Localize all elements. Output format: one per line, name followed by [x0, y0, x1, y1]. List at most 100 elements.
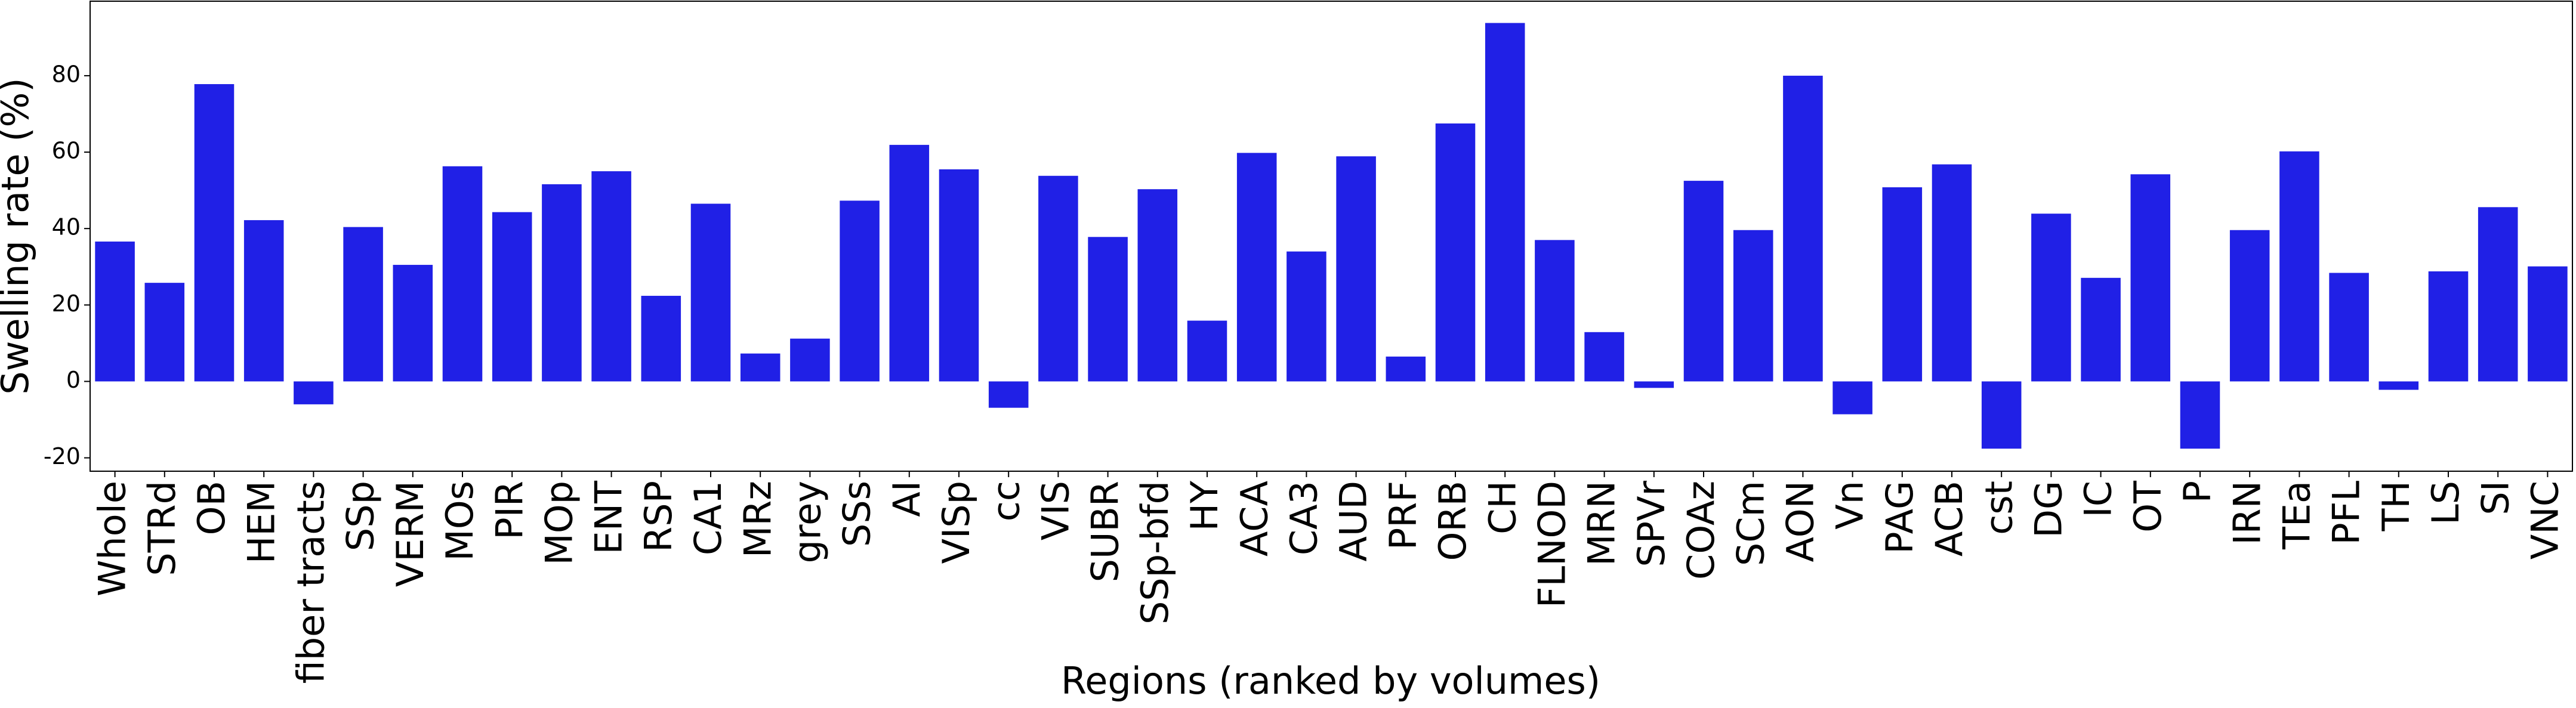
x-tick-label: CA3 [1282, 481, 1325, 555]
bar [1584, 332, 1624, 382]
bar [2279, 151, 2319, 382]
bar [939, 169, 979, 382]
x-tick-label: VNC [2523, 481, 2566, 559]
bar [2081, 277, 2121, 382]
bar [1783, 75, 1823, 382]
x-tick-label: IRN [2225, 481, 2269, 545]
x-tick-label: OT [2126, 480, 2170, 533]
bar [1137, 189, 1178, 382]
bar [2528, 266, 2568, 382]
x-tick-label: PRF [1381, 481, 1425, 550]
x-tick-label: CH [1480, 481, 1524, 534]
bar [2329, 273, 2369, 382]
y-axis-title: Swelling rate (%) [0, 78, 37, 394]
bar [2229, 230, 2270, 382]
bar [2031, 214, 2071, 382]
x-tick-label: STRd [140, 481, 184, 576]
bar [2180, 381, 2220, 449]
x-tick-label: P [2176, 481, 2219, 503]
bar [1683, 181, 1724, 382]
x-tick-label: COAz [1679, 481, 1723, 580]
bar [1336, 156, 1376, 382]
x-tick-label: AI [885, 481, 928, 517]
x-tick-label: SCm [1729, 481, 1772, 566]
x-tick-label: ACB [1927, 481, 1971, 556]
bar [1733, 230, 1773, 382]
x-tick-label: Vn [1828, 481, 1872, 530]
x-tick-label: PFL [2325, 481, 2368, 545]
bar [294, 381, 334, 404]
bar [1435, 123, 1476, 382]
x-tick-label: SPVr [1630, 481, 1673, 567]
bar [1981, 381, 2022, 449]
x-tick-label: grey [785, 481, 829, 563]
bar [690, 203, 731, 382]
bar [343, 227, 383, 382]
x-tick-label: Whole [91, 481, 134, 596]
bar [1832, 381, 1872, 415]
bar [1236, 153, 1277, 382]
bar [641, 295, 681, 382]
x-tick-label: SI [2473, 481, 2517, 515]
bar [1038, 175, 1078, 382]
plot-frame [90, 1, 2573, 472]
bar [740, 353, 780, 382]
y-tick-label: 40 [52, 214, 81, 240]
x-tick-label: MOs [438, 481, 482, 561]
x-tick-label: PIR [488, 481, 531, 540]
x-tick-label: VERM [388, 481, 432, 587]
y-tick-label: 80 [52, 61, 81, 87]
bar [542, 184, 582, 382]
x-tick-label: IC [2077, 481, 2120, 518]
bar [442, 166, 483, 382]
x-tick-label: OB [190, 481, 233, 535]
bar [1634, 381, 1674, 388]
bar [1088, 237, 1128, 382]
x-tick-label: MRN [1580, 481, 1624, 566]
x-tick-label: AON [1778, 481, 1822, 562]
bar [840, 200, 880, 382]
y-tick-label: 20 [52, 290, 81, 317]
x-tick-label: AUD [1332, 481, 1375, 562]
x-tick-label: fiber tracts [289, 481, 332, 684]
x-tick-label: ACA [1232, 481, 1276, 556]
x-tick-label: CA1 [686, 481, 730, 555]
x-tick-label: ENT [587, 480, 631, 555]
y-tick-label: -20 [44, 443, 81, 469]
x-tick-label: SSs [835, 481, 879, 547]
bar [1882, 187, 1923, 382]
bar [1932, 164, 1972, 382]
x-tick-label: TH [2374, 481, 2418, 532]
bar [591, 171, 631, 382]
bar [988, 381, 1029, 408]
y-tick-label: 0 [66, 367, 81, 393]
x-tick-label: SUBR [1084, 481, 1127, 582]
x-tick-label: HY [1183, 481, 1226, 531]
x-tick-label: VISp [934, 481, 978, 564]
bar [2130, 174, 2171, 382]
bar [2478, 207, 2518, 382]
bar [2428, 271, 2469, 382]
x-tick-label: cst [1977, 481, 2020, 535]
bar [1485, 23, 1525, 382]
x-tick-label: FLNOD [1530, 481, 1574, 608]
x-tick-label: MOp [537, 481, 581, 565]
x-tick-label: MRz [736, 481, 779, 558]
x-tick-label: SSp-bfd [1133, 481, 1177, 624]
x-tick-label: DG [2026, 481, 2070, 538]
bar [889, 144, 930, 382]
bar [2378, 381, 2419, 390]
x-tick-label: SSp [339, 481, 382, 551]
bar [1535, 240, 1575, 382]
x-tick-label: RSP [637, 481, 680, 552]
bar [1287, 251, 1326, 382]
x-tick-label: HEM [239, 481, 283, 564]
bar [144, 283, 185, 382]
y-tick-label: 60 [52, 138, 81, 164]
x-tick-label: TEa [2275, 481, 2318, 550]
bar [243, 220, 284, 382]
x-tick-label: PAG [1878, 481, 1921, 554]
x-tick-label: VIS [1034, 481, 1077, 540]
bar [492, 212, 532, 382]
